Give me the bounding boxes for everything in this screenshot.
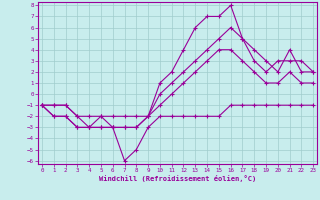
X-axis label: Windchill (Refroidissement éolien,°C): Windchill (Refroidissement éolien,°C) [99,175,256,182]
